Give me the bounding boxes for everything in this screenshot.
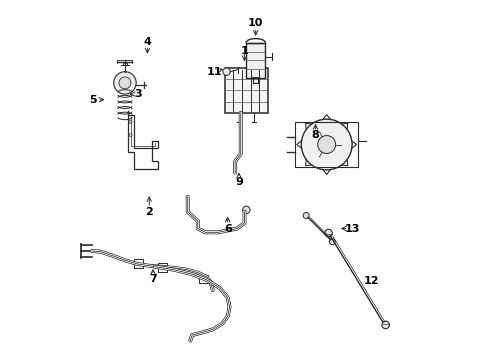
Circle shape (328, 239, 335, 245)
Bar (199, 275, 207, 283)
Circle shape (242, 206, 249, 213)
Bar (158, 262, 166, 271)
Text: 2: 2 (145, 207, 153, 217)
Text: 12: 12 (363, 276, 379, 286)
Circle shape (303, 212, 308, 219)
Circle shape (129, 134, 132, 137)
Text: 7: 7 (149, 274, 157, 284)
Circle shape (223, 68, 230, 75)
Bar (245, 43, 265, 78)
Circle shape (114, 72, 136, 94)
Text: 13: 13 (345, 224, 360, 234)
Text: 8: 8 (311, 130, 319, 140)
Text: 6: 6 (224, 224, 231, 234)
Text: 3: 3 (134, 89, 142, 99)
Circle shape (381, 321, 388, 329)
Circle shape (119, 77, 131, 89)
Circle shape (324, 229, 332, 237)
Text: 10: 10 (247, 18, 263, 28)
Circle shape (129, 121, 132, 123)
Text: 4: 4 (143, 37, 151, 47)
Bar (294, 122, 358, 167)
Text: 9: 9 (234, 177, 243, 187)
Circle shape (317, 136, 335, 153)
Bar (224, 68, 267, 113)
Text: 1: 1 (240, 46, 248, 56)
Text: 5: 5 (89, 95, 97, 105)
Bar (133, 259, 142, 268)
Text: 11: 11 (206, 67, 222, 77)
Circle shape (301, 119, 351, 170)
